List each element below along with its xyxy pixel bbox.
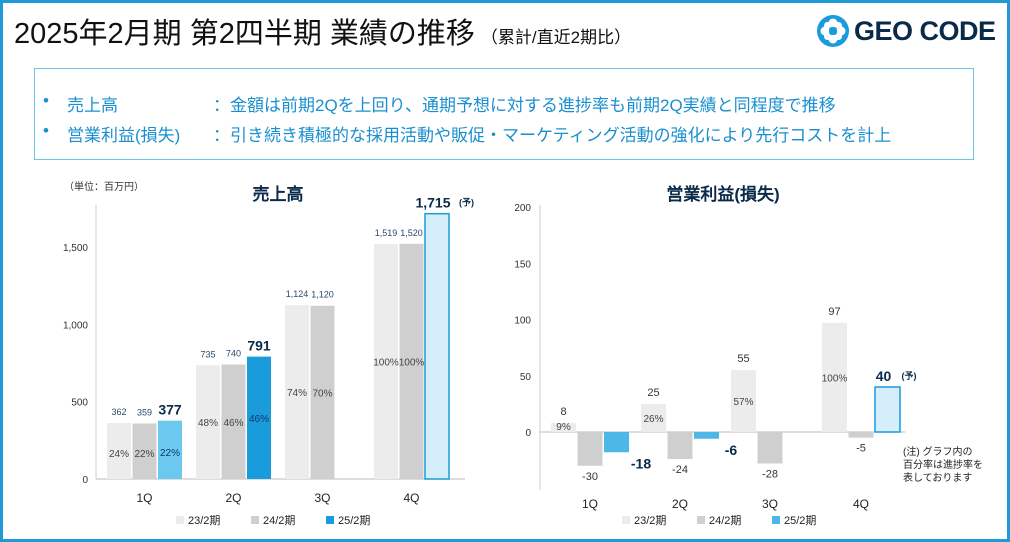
title-subtitle: （累計/直近2期比）	[480, 28, 632, 47]
unit-label: （単位：百万円）	[64, 182, 144, 193]
summary-label: 営業利益(損失)	[67, 126, 181, 145]
summary-box: • 売上高 ：金額は前期2Qを上回り、通期予想に対する進捗率も前期2Q実績と同程…	[34, 68, 974, 160]
note-line: 表しております	[903, 473, 973, 484]
logo-text: GEO CODE	[854, 15, 996, 46]
geocode-logo-icon	[817, 15, 849, 47]
footnote: (注) グラフ内の 百分率は進捗率を 表しております	[903, 446, 983, 485]
note-line: (注) グラフ内の	[903, 447, 973, 458]
page-title: 2025年2月期 第2四半期 業績の推移 （累計/直近2期比）	[14, 10, 631, 52]
sales-chart-title: 売上高	[252, 185, 304, 204]
summary-desc: ：引き続き積極的な採用活動や販促・マーケティング活動の強化により先行コストを計上	[213, 126, 892, 145]
operating-chart-title: 営業利益(損失)	[666, 185, 780, 204]
note-line: 百分率は進捗率を	[903, 460, 983, 471]
company-logo: GEO CODE	[816, 14, 996, 48]
summary-label: 売上高	[67, 96, 118, 115]
title-main: 2025年2月期 第2四半期 業績の推移	[14, 18, 475, 50]
bullet: •	[43, 121, 49, 140]
bullet: •	[43, 91, 49, 110]
summary-desc: ：金額は前期2Qを上回り、通期予想に対する進捗率も前期2Q実績と同程度で推移	[213, 96, 836, 115]
